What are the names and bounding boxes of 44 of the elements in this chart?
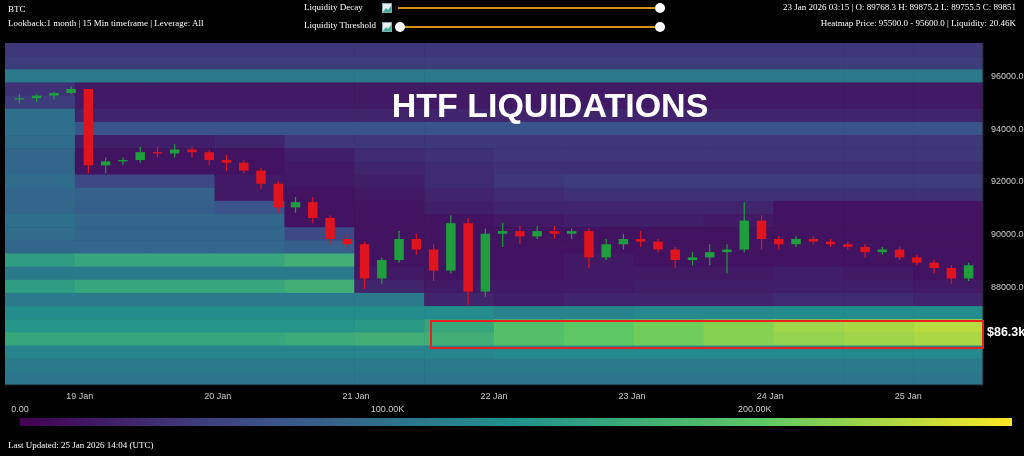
candlestick xyxy=(377,256,387,285)
text: 23 Jan 2026 03:15 | O: 89768.3 H: 89875.2 L: 89755.5 C: 89851 xyxy=(782,2,1016,12)
text: HTF LIQUIDATIONS xyxy=(391,86,709,124)
candlestick xyxy=(411,233,422,256)
text: Heatmap Price: 95500.0 - 95600.0 | Liquidity: 20.46K xyxy=(820,18,1016,28)
candlestick xyxy=(946,264,957,285)
x-tick-label: 24 Jan xyxy=(756,391,784,402)
candlestick xyxy=(963,262,974,282)
color-bar-label: 0.00 xyxy=(10,404,30,414)
x-tick-label: 22 Jan xyxy=(480,391,508,402)
text: Last Updated: 25 Jan 2026 14:04 (UTC) xyxy=(8,440,154,450)
candlestick xyxy=(515,225,525,245)
candlestick xyxy=(860,243,870,259)
candlestick xyxy=(497,222,508,248)
color-bar-label: 200.00K xyxy=(737,404,773,414)
x-tick-label: 19 Jan xyxy=(66,391,94,402)
x-tick-label: 25 Jan xyxy=(894,391,922,402)
candlestick xyxy=(791,235,801,248)
candlestick xyxy=(756,214,767,251)
candlestick xyxy=(256,167,266,190)
text: Liquidity Decay xyxy=(304,2,363,12)
candlestick xyxy=(929,259,939,274)
candlestick xyxy=(394,230,404,264)
x-tick-label: 23 Jan xyxy=(618,391,646,402)
x-tick-label: 21 Jan xyxy=(342,391,370,402)
candlestick xyxy=(308,196,318,224)
y-tick-label: 94000.0 xyxy=(991,123,1024,134)
y-tick-label: 88000.0 xyxy=(991,281,1024,292)
candlestick xyxy=(704,243,715,266)
color-bar-label: 100.00K xyxy=(369,404,406,414)
x-tick-label: 20 Jan xyxy=(204,391,232,402)
y-tick-label: 90000.0 xyxy=(991,228,1024,239)
y-tick-label: 96000.0 xyxy=(991,71,1024,82)
candlestick xyxy=(49,91,59,101)
candlestick xyxy=(670,246,680,269)
candlestick xyxy=(273,180,284,214)
candlestick xyxy=(428,243,439,282)
candlestick xyxy=(532,225,542,240)
text: Lookback:1 month | 15 Min timeframe | Leverage: All xyxy=(8,18,204,28)
candlestick xyxy=(325,214,335,245)
text: Liquidity Threshold xyxy=(304,20,377,30)
candlestick xyxy=(601,238,611,261)
y-tick-label: 92000.0 xyxy=(991,176,1024,187)
text: BTC xyxy=(8,4,26,14)
